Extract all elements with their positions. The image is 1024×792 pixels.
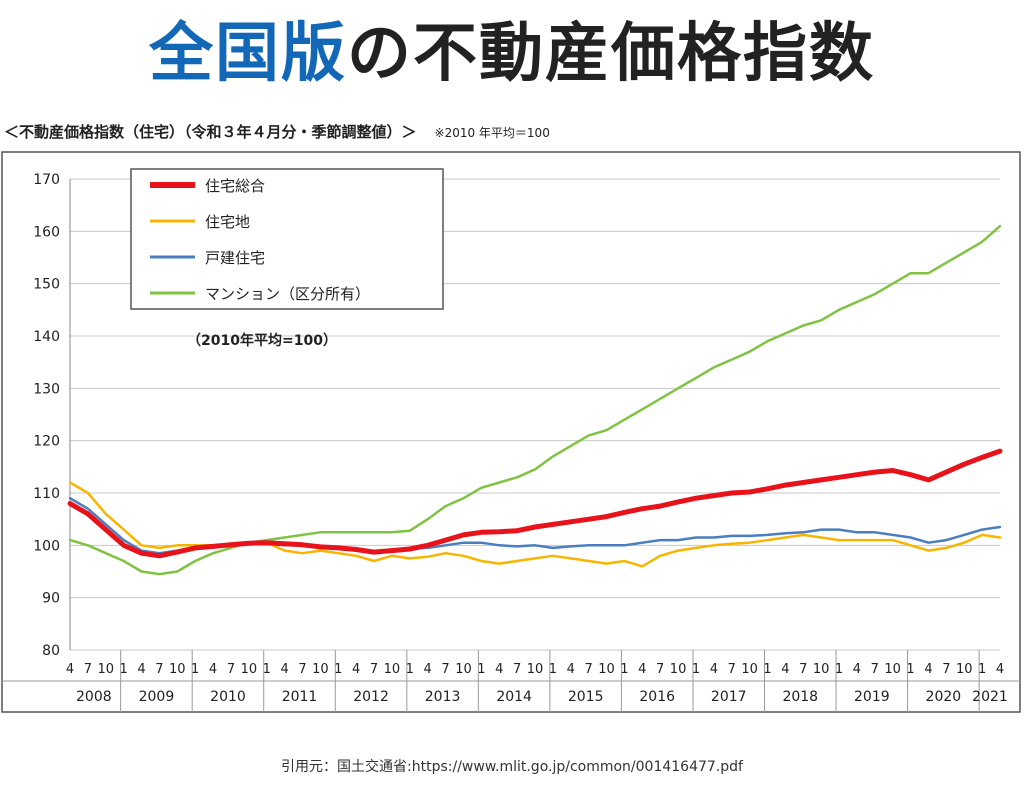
x-year-label: 2012	[353, 689, 389, 705]
title-rest: の不動産価格指数	[347, 17, 875, 91]
x-month-tick-label: 1	[334, 662, 342, 677]
x-year-label: 2018	[782, 689, 818, 705]
x-month-tick-label: 1	[191, 662, 199, 677]
x-month-tick-label: 4	[352, 662, 360, 677]
x-year-label: 2013	[425, 689, 461, 705]
x-month-tick-label: 1	[549, 662, 557, 677]
x-month-tick-label: 4	[424, 662, 432, 677]
legend-label: マンション（区分所有）	[205, 285, 370, 303]
x-month-tick-label: 7	[84, 662, 92, 677]
x-month-tick-label: 1	[978, 662, 986, 677]
y-tick-label: 110	[33, 486, 60, 502]
x-month-tick-label: 4	[781, 662, 789, 677]
y-tick-label: 90	[42, 591, 60, 607]
chart-annotation: （2010年平均=100）	[187, 332, 337, 349]
series-line	[67, 448, 1003, 559]
x-year-label: 2016	[639, 689, 675, 705]
x-year-label: 2010	[210, 689, 246, 705]
x-month-tick-label: 1	[263, 662, 271, 677]
x-month-tick-label: 1	[120, 662, 128, 677]
x-month-tick-label: 7	[441, 662, 449, 677]
x-month-tick-label: 1	[620, 662, 628, 677]
x-month-tick-label: 10	[813, 662, 830, 677]
x-month-tick-label: 7	[942, 662, 950, 677]
x-month-tick-label: 4	[280, 662, 288, 677]
x-month-tick-label: 4	[209, 662, 217, 677]
x-month-tick-label: 1	[406, 662, 414, 677]
x-month-tick-label: 10	[97, 662, 114, 677]
citation: 引用元：国土交通省:https://www.mlit.go.jp/common/…	[281, 759, 743, 775]
x-month-tick-label: 10	[598, 662, 615, 677]
subtitle-note: ※2010 年平均＝100	[434, 126, 550, 140]
x-year-label: 2019	[854, 689, 890, 705]
y-tick-label: 140	[33, 329, 60, 345]
x-month-tick-label: 7	[155, 662, 163, 677]
x-month-tick-label: 10	[384, 662, 401, 677]
page-title: 全国版の不動産価格指数	[0, 12, 1024, 96]
x-year-label: 2020	[926, 689, 962, 705]
x-year-label: 2015	[568, 689, 604, 705]
x-month-tick-label: 10	[527, 662, 544, 677]
y-tick-label: 80	[42, 643, 60, 659]
x-month-tick-label: 4	[853, 662, 861, 677]
x-month-tick-label: 1	[763, 662, 771, 677]
y-tick-label: 170	[33, 172, 60, 188]
y-tick-label: 100	[33, 538, 60, 554]
x-year-label: 2014	[496, 689, 532, 705]
subtitle-text: ＜不動産価格指数（住宅）（令和３年４月分・季節調整値）＞	[4, 123, 417, 141]
x-month-tick-label: 1	[906, 662, 914, 677]
x-month-tick-label: 10	[670, 662, 687, 677]
x-month-tick-label: 7	[585, 662, 593, 677]
x-month-tick-label: 7	[298, 662, 306, 677]
series-line	[68, 224, 1002, 576]
x-month-tick-label: 7	[513, 662, 521, 677]
x-month-tick-label: 10	[241, 662, 258, 677]
x-month-tick-label: 10	[169, 662, 186, 677]
x-month-tick-label: 7	[227, 662, 235, 677]
chart-subtitle: ＜不動産価格指数（住宅）（令和３年４月分・季節調整値）＞ ※2010 年平均＝10…	[4, 121, 550, 143]
x-year-label: 2017	[711, 689, 747, 705]
legend-label: 住宅総合	[205, 177, 265, 195]
x-month-tick-label: 4	[567, 662, 575, 677]
x-month-tick-label: 7	[728, 662, 736, 677]
x-month-tick-label: 4	[996, 662, 1004, 677]
y-tick-label: 120	[33, 434, 60, 450]
x-month-tick-label: 10	[884, 662, 901, 677]
x-month-tick-label: 1	[477, 662, 485, 677]
x-month-tick-label: 4	[638, 662, 646, 677]
x-month-tick-label: 4	[137, 662, 145, 677]
x-month-tick-label: 4	[495, 662, 503, 677]
x-year-label: 2011	[282, 689, 318, 705]
x-month-tick-label: 7	[656, 662, 664, 677]
legend-box	[130, 168, 444, 310]
x-month-tick-label: 4	[710, 662, 718, 677]
x-month-tick-label: 10	[956, 662, 973, 677]
y-tick-label: 160	[33, 224, 60, 240]
x-month-tick-label: 4	[66, 662, 74, 677]
x-month-tick-label: 4	[924, 662, 932, 677]
x-year-label: 2021	[972, 689, 1008, 705]
x-month-tick-label: 10	[741, 662, 758, 677]
x-month-tick-label: 7	[871, 662, 879, 677]
y-tick-label: 150	[33, 277, 60, 293]
title-highlight: 全国版	[149, 17, 347, 91]
legend-label: 住宅地	[205, 213, 250, 231]
x-month-tick-label: 7	[370, 662, 378, 677]
x-year-label: 2008	[76, 689, 112, 705]
x-month-tick-label: 10	[455, 662, 472, 677]
x-year-label: 2009	[139, 689, 175, 705]
y-tick-label: 130	[33, 381, 60, 397]
x-month-tick-label: 10	[312, 662, 329, 677]
legend-label: 戸建住宅	[205, 249, 265, 267]
x-month-tick-label: 7	[799, 662, 807, 677]
x-month-tick-label: 1	[835, 662, 843, 677]
x-month-tick-label: 1	[692, 662, 700, 677]
